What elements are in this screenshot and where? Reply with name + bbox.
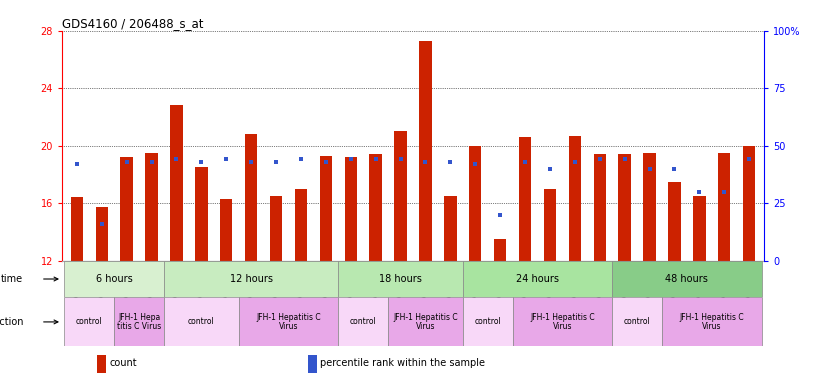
Text: control: control (350, 318, 377, 326)
Point (220, 156, 233, 162)
Bar (463, 261, 612, 297)
Bar (121, 157, 133, 261)
Point (718, 189, 731, 195)
Point (667, 166, 681, 172)
Text: 48 hours: 48 hours (666, 274, 709, 284)
Bar (668, 182, 681, 261)
Point (468, 161, 482, 167)
Bar (469, 146, 482, 261)
Point (444, 159, 457, 165)
Point (618, 156, 631, 162)
Point (269, 159, 282, 165)
Bar (344, 157, 357, 261)
Bar (369, 154, 382, 261)
Bar (619, 154, 631, 261)
Bar (339, 261, 463, 297)
Bar (239, 297, 339, 346)
Text: control: control (474, 318, 501, 326)
Text: GDS4160 / 206488_s_at: GDS4160 / 206488_s_at (62, 17, 203, 30)
Bar (718, 153, 730, 261)
Point (693, 189, 706, 195)
Bar (164, 261, 339, 297)
Point (320, 159, 333, 165)
Text: percentile rank within the sample: percentile rank within the sample (320, 358, 486, 368)
Text: JFH-1 Hepatitis C
Virus: JFH-1 Hepatitis C Virus (680, 313, 744, 331)
Point (120, 159, 133, 165)
Text: time: time (1, 274, 23, 284)
Point (394, 156, 407, 162)
Bar (519, 137, 531, 261)
Bar (195, 167, 207, 261)
Bar (339, 297, 388, 346)
Point (593, 156, 606, 162)
Text: JFH-1 Hepatitis C
Virus: JFH-1 Hepatitis C Virus (530, 313, 595, 331)
Bar (444, 196, 457, 261)
Point (519, 159, 532, 165)
Point (294, 156, 307, 162)
Point (244, 159, 258, 165)
Text: 24 hours: 24 hours (516, 274, 559, 284)
Bar (71, 197, 83, 261)
Bar (388, 297, 463, 346)
Bar (96, 207, 108, 261)
Point (95, 221, 108, 227)
Bar (295, 189, 307, 261)
Bar (307, 355, 317, 373)
Text: JFH-1 Hepa
titis C Virus: JFH-1 Hepa titis C Virus (117, 313, 161, 331)
Bar (145, 153, 158, 261)
Bar (568, 136, 581, 261)
Text: count: count (110, 358, 137, 368)
Point (145, 159, 159, 165)
Bar (594, 154, 606, 261)
Bar (64, 297, 114, 346)
Text: 18 hours: 18 hours (379, 274, 422, 284)
Bar (97, 355, 107, 373)
Point (369, 156, 382, 162)
Bar (662, 297, 762, 346)
Bar (463, 297, 513, 346)
Bar (544, 189, 556, 261)
Text: JFH-1 Hepatitis C
Virus: JFH-1 Hepatitis C Virus (256, 313, 320, 331)
Text: infection: infection (0, 317, 23, 327)
Bar (612, 297, 662, 346)
Point (70, 161, 83, 167)
Bar (164, 297, 239, 346)
Bar (420, 41, 432, 261)
Point (170, 156, 183, 162)
Text: control: control (76, 318, 102, 326)
Point (568, 159, 582, 165)
Text: control: control (188, 318, 215, 326)
Bar (494, 239, 506, 261)
Bar (220, 199, 232, 261)
Point (743, 156, 756, 162)
Bar (513, 297, 612, 346)
Bar (170, 106, 183, 261)
Text: control: control (624, 318, 650, 326)
Bar (693, 196, 705, 261)
Point (544, 166, 557, 172)
Bar (245, 134, 258, 261)
Text: 6 hours: 6 hours (96, 274, 133, 284)
Point (493, 212, 506, 218)
Point (195, 159, 208, 165)
Bar (612, 261, 762, 297)
Bar (320, 156, 332, 261)
Point (419, 159, 432, 165)
Text: 12 hours: 12 hours (230, 274, 273, 284)
Bar (64, 261, 164, 297)
Point (344, 156, 358, 162)
Point (643, 166, 656, 172)
Bar (114, 297, 164, 346)
Text: JFH-1 Hepatitis C
Virus: JFH-1 Hepatitis C Virus (393, 313, 458, 331)
Bar (270, 196, 282, 261)
Bar (743, 146, 755, 261)
Bar (643, 153, 656, 261)
Bar (394, 131, 406, 261)
